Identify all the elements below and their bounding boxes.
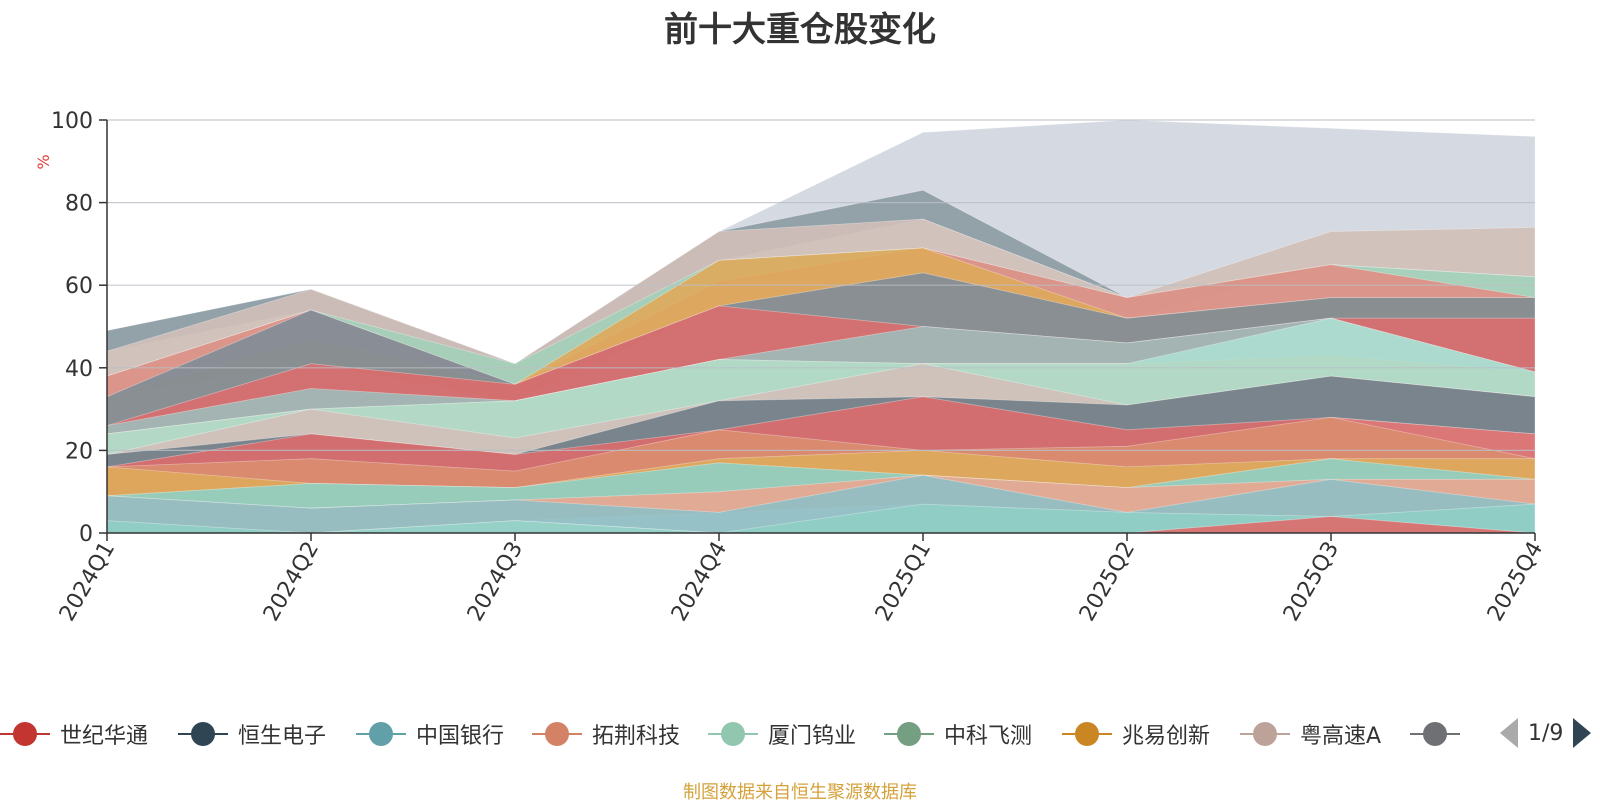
x-tick-label: 2024Q2 bbox=[259, 538, 324, 626]
chart-title: 前十大重仓股变化 bbox=[664, 10, 936, 50]
legend-label: 世纪华通 bbox=[60, 724, 149, 749]
legend-label: 恒生电子 bbox=[238, 724, 327, 749]
legend-label: 厦门钨业 bbox=[768, 724, 857, 749]
x-tick-label: 2025Q1 bbox=[871, 538, 936, 626]
legend-marker-icon bbox=[1410, 722, 1460, 746]
legend-item[interactable]: 粤高速A bbox=[1240, 714, 1381, 754]
legend-item[interactable]: 厦门钨业 bbox=[708, 714, 856, 754]
y-tick-label: 0 bbox=[79, 522, 93, 547]
legend-marker-icon bbox=[708, 722, 758, 746]
legend-item[interactable]: 恒生电子 bbox=[178, 714, 326, 754]
legend-label: 兆易创新 bbox=[1122, 724, 1211, 749]
x-tick-label: 2024Q3 bbox=[463, 538, 528, 626]
legend-marker-icon bbox=[178, 722, 228, 746]
legend-next-arrow-icon[interactable] bbox=[1573, 718, 1592, 748]
legend-label: 中科飞测 bbox=[944, 724, 1033, 749]
legend-item[interactable]: 兆易创新 bbox=[1062, 714, 1210, 754]
y-tick-label: 40 bbox=[65, 357, 93, 382]
legend-item[interactable]: 阝 bbox=[1410, 714, 1470, 754]
x-tick-label: 2024Q4 bbox=[667, 538, 732, 626]
legend-pager: 1/9 bbox=[1500, 718, 1592, 748]
legend-marker-icon bbox=[1062, 722, 1112, 746]
legend-label: 中国银行 bbox=[416, 724, 505, 749]
legend-item[interactable]: 中国银行 bbox=[356, 714, 504, 754]
legend-item[interactable]: 世纪华通 bbox=[0, 714, 148, 754]
legend-item[interactable]: 拓荆科技 bbox=[532, 714, 680, 754]
x-tick-label: 2025Q4 bbox=[1483, 538, 1548, 626]
legend-label: 粤高速A bbox=[1300, 724, 1382, 749]
y-tick-label: 100 bbox=[51, 109, 93, 134]
x-tick-label: 2024Q1 bbox=[55, 538, 120, 626]
y-axis-label: % bbox=[34, 154, 53, 169]
legend-prev-arrow-icon[interactable] bbox=[1500, 718, 1518, 748]
legend-marker-icon bbox=[0, 722, 50, 746]
y-tick-label: 20 bbox=[65, 439, 93, 464]
y-tick-label: 60 bbox=[65, 274, 93, 299]
legend-marker-icon bbox=[884, 722, 934, 746]
legend: 世纪华通 恒生电子 中国银行 拓荆科技 厦门钨业 中科飞测 兆易创新 粤高速A 阝 bbox=[0, 714, 1470, 754]
y-tick-label: 80 bbox=[65, 192, 93, 217]
source-note: 制图数据来自恒生聚源数据库 bbox=[683, 782, 917, 803]
legend-marker-icon bbox=[532, 722, 582, 746]
legend-page-indicator: 1/9 bbox=[1528, 720, 1564, 746]
legend-item[interactable]: 中科飞测 bbox=[884, 714, 1032, 754]
legend-marker-icon bbox=[356, 722, 406, 746]
legend-marker-icon bbox=[1240, 722, 1290, 746]
legend-label: 拓荆科技 bbox=[592, 724, 681, 749]
x-tick-label: 2025Q2 bbox=[1075, 538, 1140, 626]
x-tick-label: 2025Q3 bbox=[1279, 538, 1344, 626]
